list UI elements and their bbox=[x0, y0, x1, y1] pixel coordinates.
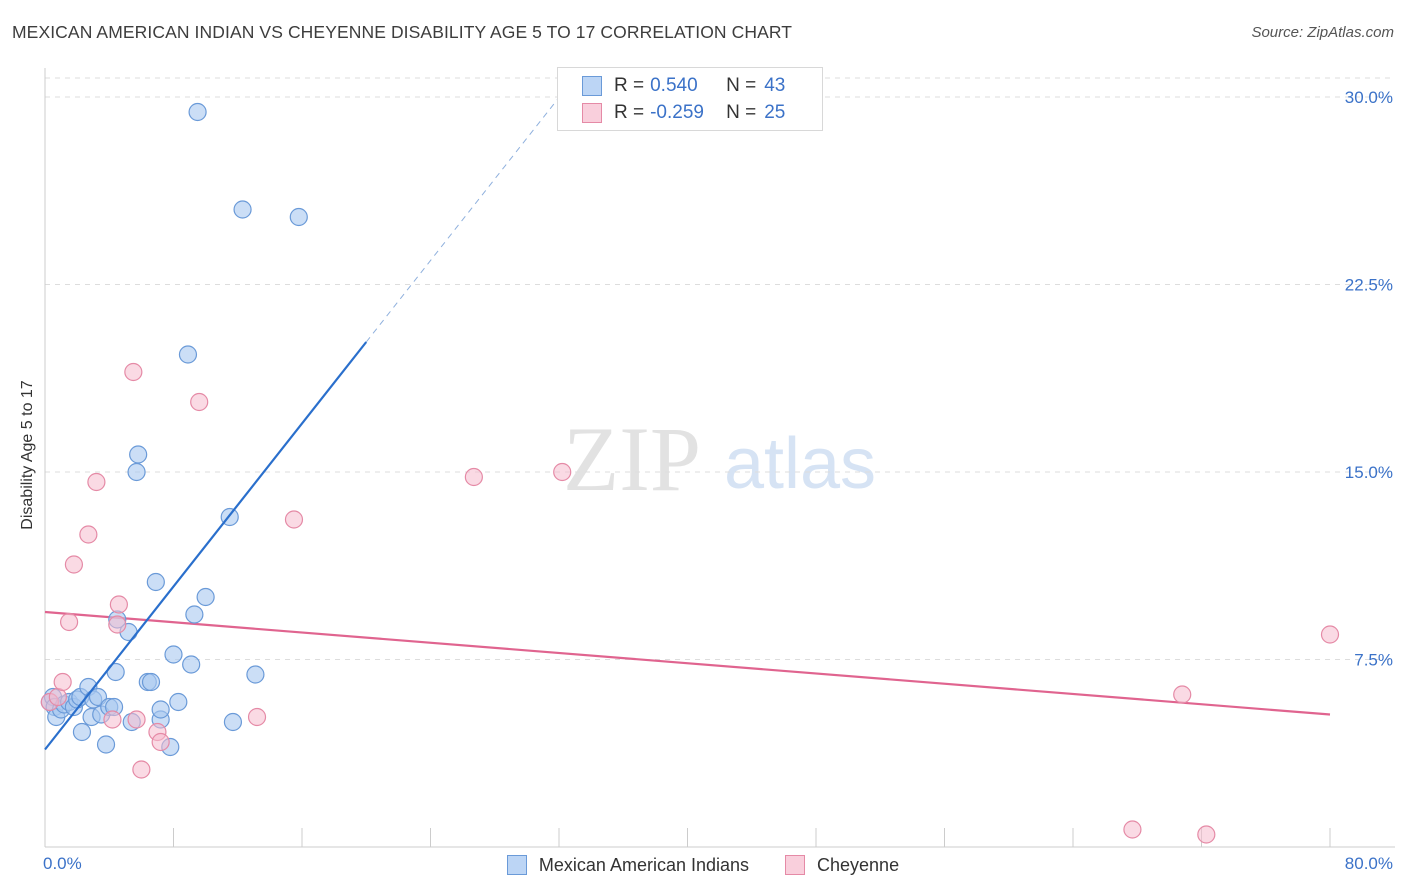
x-tick-label: 0.0% bbox=[43, 854, 82, 873]
data-point-cheyenne bbox=[1173, 685, 1192, 704]
data-point-cheyenne bbox=[53, 672, 72, 692]
chart-title: MEXICAN AMERICAN INDIAN VS CHEYENNE DISA… bbox=[12, 22, 793, 42]
trend-line-solid bbox=[44, 610, 1331, 716]
watermark-atlas: atlas bbox=[724, 424, 876, 504]
y-tick-label: 22.5% bbox=[1345, 276, 1393, 295]
x-tick-label: 80.0% bbox=[1345, 854, 1393, 873]
data-point-cheyenne bbox=[151, 732, 170, 752]
trend-line-extension bbox=[365, 97, 560, 343]
data-point-cheyenne bbox=[124, 362, 143, 382]
y-tick-label: 7.5% bbox=[1354, 651, 1393, 670]
data-point-mexican-american-indians bbox=[129, 445, 148, 464]
legend-swatch-blue bbox=[582, 76, 602, 96]
data-point-cheyenne bbox=[464, 467, 483, 487]
cheyenne-points bbox=[40, 362, 1340, 844]
data-point-mexican-american-indians bbox=[151, 700, 170, 719]
series-legend: Mexican American Indians Cheyenne bbox=[0, 852, 1406, 878]
cheyenne-trend bbox=[44, 610, 1331, 716]
data-point-cheyenne bbox=[48, 687, 67, 707]
y-tick-label: 15.0% bbox=[1345, 463, 1393, 482]
data-point-mexican-american-indians bbox=[289, 207, 308, 227]
data-point-cheyenne bbox=[127, 710, 146, 729]
data-point-mexican-american-indians bbox=[146, 572, 165, 592]
tick-labels: 7.5% 15.0% 22.5% 30.0% 0.0% 80.0% bbox=[43, 88, 1393, 873]
legend-n-value: 43 bbox=[764, 75, 786, 96]
legend-swatch-blue bbox=[506, 855, 527, 875]
data-point-cheyenne bbox=[108, 615, 127, 634]
legend-label: Mexican American Indians bbox=[538, 854, 750, 875]
legend-swatch-pink bbox=[785, 855, 806, 875]
data-point-cheyenne bbox=[284, 510, 304, 529]
data-point-mexican-american-indians bbox=[182, 655, 201, 674]
watermark-zip: ZIP bbox=[563, 408, 701, 510]
data-point-mexican-american-indians bbox=[164, 645, 183, 664]
data-point-cheyenne bbox=[87, 472, 106, 492]
data-point-mexican-american-indians bbox=[185, 605, 204, 624]
data-point-mexican-american-indians bbox=[96, 735, 116, 754]
legend-n-value: 25 bbox=[764, 102, 786, 123]
data-point-cheyenne bbox=[247, 707, 267, 727]
axes bbox=[44, 68, 1395, 848]
legend-r-value: 0.540 bbox=[650, 75, 698, 96]
legend-r-label: R = bbox=[614, 75, 645, 96]
legend-item-mexican-american-indians[interactable]: Mexican American Indians bbox=[506, 854, 750, 876]
data-point-mexican-american-indians bbox=[169, 692, 188, 712]
data-point-cheyenne bbox=[1123, 820, 1142, 839]
legend-r-value: -0.259 bbox=[650, 102, 704, 123]
legend-row-blue: R = 0.540 N = 43 bbox=[582, 73, 785, 99]
legend-swatch-pink bbox=[582, 103, 602, 123]
legend-label: Cheyenne bbox=[817, 854, 900, 875]
trend-line-solid bbox=[44, 341, 368, 751]
data-point-mexican-american-indians bbox=[246, 665, 265, 684]
data-point-mexican-american-indians bbox=[72, 722, 92, 742]
data-point-cheyenne bbox=[190, 392, 209, 412]
data-point-cheyenne bbox=[59, 612, 79, 632]
legend-item-cheyenne[interactable]: Cheyenne bbox=[785, 855, 899, 876]
data-point-cheyenne bbox=[79, 525, 98, 544]
data-point-mexican-american-indians bbox=[196, 587, 215, 607]
data-point-mexican-american-indians bbox=[233, 200, 252, 219]
data-point-cheyenne bbox=[64, 555, 84, 574]
data-point-cheyenne bbox=[553, 462, 572, 482]
watermark: ZIP atlas bbox=[563, 408, 876, 510]
source-credit: Source: ZipAtlas.com bbox=[1251, 24, 1394, 41]
mexican-american-indians-points bbox=[40, 102, 308, 757]
data-point-cheyenne bbox=[1197, 825, 1216, 844]
legend-row-pink: R = -0.259 N = 25 bbox=[582, 100, 785, 126]
legend-n-label: N = bbox=[726, 102, 757, 123]
data-point-mexican-american-indians bbox=[188, 102, 207, 122]
data-point-cheyenne bbox=[103, 710, 122, 729]
data-point-mexican-american-indians bbox=[178, 345, 198, 364]
data-point-mexican-american-indians bbox=[223, 712, 243, 732]
data-point-cheyenne bbox=[109, 595, 128, 614]
data-point-mexican-american-indians bbox=[127, 462, 146, 482]
data-point-mexican-american-indians bbox=[141, 672, 161, 692]
data-point-cheyenne bbox=[132, 760, 151, 779]
y-tick-label: 30.0% bbox=[1345, 88, 1393, 107]
data-point-cheyenne bbox=[1320, 625, 1340, 644]
correlation-legend: R = 0.540 N = 43 R = -0.259 N = 25 bbox=[557, 67, 823, 131]
legend-n-label: N = bbox=[726, 75, 757, 96]
legend-r-label: R = bbox=[614, 102, 645, 123]
mexican-american-indians-trend bbox=[44, 97, 560, 751]
grid-lines bbox=[45, 77, 1395, 660]
